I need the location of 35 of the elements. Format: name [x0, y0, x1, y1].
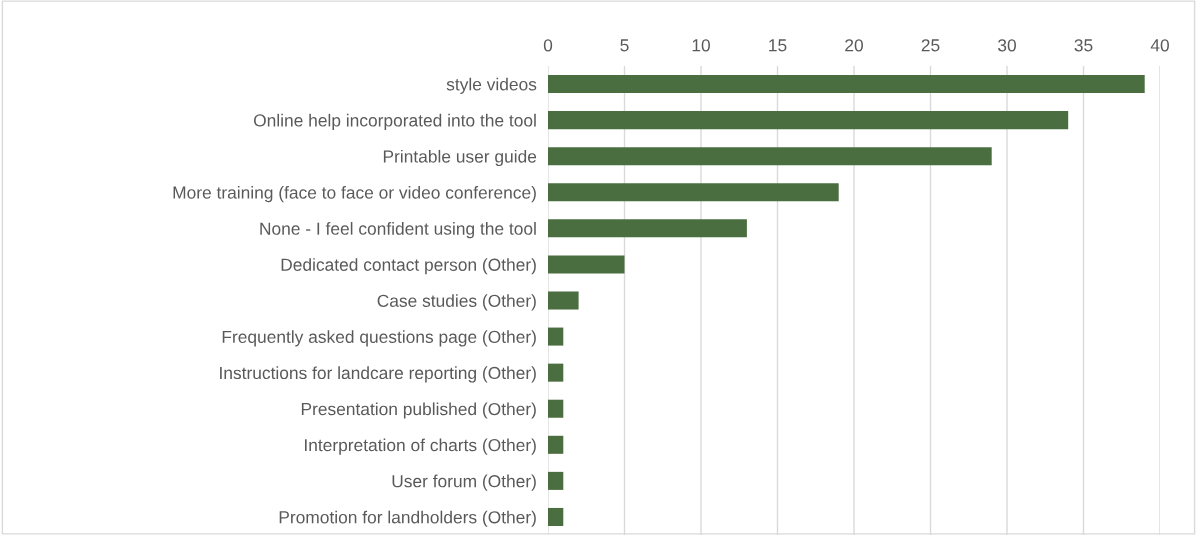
- y-tick-label: Case studies (Other): [377, 294, 536, 311]
- bar: [548, 183, 839, 202]
- y-tick-label: User forum (Other): [392, 474, 536, 491]
- y-tick-label: Instructions for landcare reporting (Other): [220, 366, 536, 383]
- x-tick-label: 40: [1150, 39, 1169, 52]
- bar: [548, 363, 564, 382]
- y-tick-label: Promotion for landholders (Other): [279, 510, 536, 527]
- y-tick-label: Printable user guide: [383, 149, 537, 167]
- x-tick-label: 30: [998, 39, 1016, 52]
- x-tick-label: 5: [620, 39, 629, 52]
- x-tick-label: 35: [1074, 39, 1093, 52]
- x-tick-label: 15: [769, 39, 787, 52]
- bar: [548, 111, 1069, 130]
- bar: [548, 435, 564, 454]
- x-tick-label: 20: [845, 39, 863, 52]
- x-tick-label: 0: [543, 39, 553, 52]
- y-tick-label: style videos: [446, 77, 537, 94]
- y-tick-label: Frequently asked questions page (Other): [222, 330, 536, 347]
- bar: [548, 291, 579, 310]
- bar: [548, 219, 747, 238]
- x-tick-label: 25: [921, 39, 940, 52]
- bar: [548, 507, 564, 526]
- bar: [548, 399, 564, 418]
- y-tick-label: Interpretation of charts (Other): [305, 438, 536, 455]
- y-tick-label: Presentation published (Other): [301, 402, 536, 419]
- bar: [548, 327, 564, 346]
- bar: [548, 255, 625, 274]
- y-tick-label: More training (face to face or video conference): [173, 185, 536, 203]
- bar: [548, 147, 992, 166]
- y-tick-label: Online help incorporated into the tool: [253, 113, 536, 131]
- y-tick-label: None - I feel confident using the tool: [260, 222, 536, 239]
- x-tick-label: 10: [692, 39, 710, 52]
- y-tick-label: Dedicated contact person (Other): [281, 258, 536, 275]
- bar: [548, 75, 1145, 94]
- bar: [548, 471, 564, 490]
